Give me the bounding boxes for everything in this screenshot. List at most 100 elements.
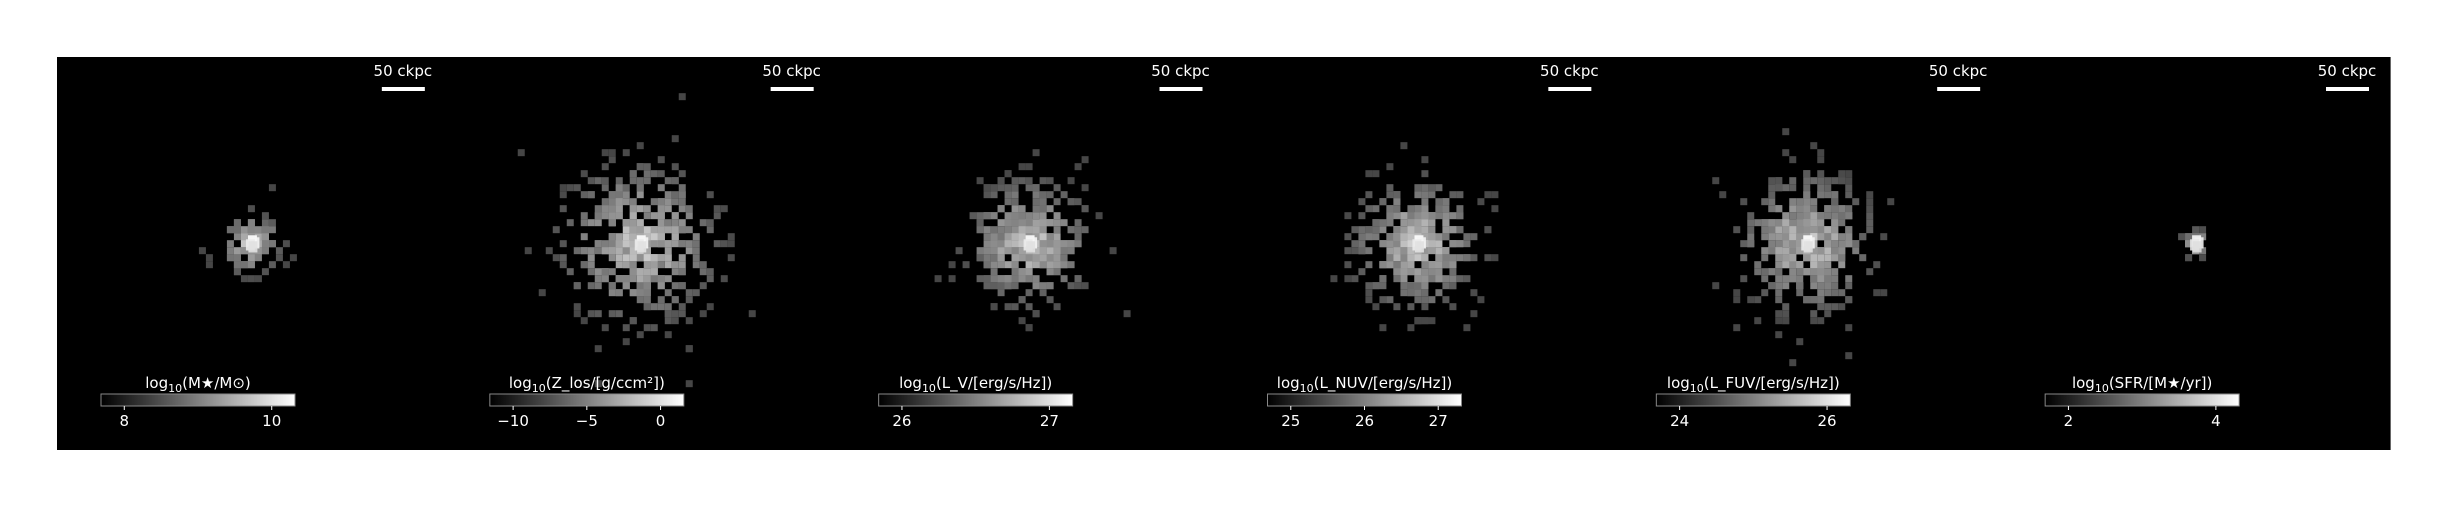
galaxy-pixel (983, 240, 991, 248)
galaxy-pixel (1025, 268, 1033, 276)
galaxy-pixel (1421, 247, 1429, 255)
galaxy-pixel (1011, 184, 1019, 192)
scalebar (2326, 87, 2369, 91)
galaxy-pixel (1421, 212, 1429, 220)
galaxy-pixel (685, 212, 693, 220)
galaxy-pixel (1421, 261, 1429, 269)
galaxy-pixel (1393, 254, 1401, 262)
galaxy-pixel (629, 226, 637, 234)
galaxy-pixel (601, 275, 609, 283)
colorbar (489, 393, 685, 407)
galaxy-pixel (1768, 247, 1776, 255)
galaxy-pixel (1018, 212, 1026, 220)
galaxy-pixel (1421, 296, 1429, 304)
galaxy-pixel (671, 135, 679, 143)
galaxy-pixel (1740, 275, 1748, 283)
colorbar-tick-label: 10 (262, 412, 281, 430)
galaxy-pixel (1831, 268, 1839, 276)
galaxy-pixel (2185, 254, 2193, 262)
galaxy-pixel (650, 268, 658, 276)
galaxy-pixel (713, 240, 721, 248)
galaxy-pixel (601, 240, 609, 248)
galaxy-pixel (587, 247, 595, 255)
galaxy-pixel (671, 268, 679, 276)
scalebar-label: 50 ckpc (1151, 62, 1210, 80)
galaxy-pixel (1386, 163, 1394, 171)
galaxy-pixel (1775, 275, 1783, 283)
galaxy-pixel (629, 275, 637, 283)
galaxy-pixel (233, 233, 241, 241)
galaxy-pixel (1796, 275, 1804, 283)
galaxy-pixel (1810, 177, 1818, 185)
galaxy-pixel (1123, 310, 1131, 318)
galaxy-pixel (608, 282, 616, 290)
galaxy-pixel (955, 247, 963, 255)
galaxy-pixel (643, 324, 651, 332)
galaxy-pixel (1365, 289, 1373, 297)
galaxy-pixel (1407, 219, 1415, 227)
galaxy-pixel (983, 261, 991, 269)
galaxy-pixel (601, 268, 609, 276)
galaxy-pixel (1796, 240, 1804, 248)
galaxy-pixel (1109, 247, 1117, 255)
galaxy-pixel (1053, 247, 1061, 255)
galaxy-pixel (1379, 261, 1387, 269)
galaxy-pixel (1810, 212, 1818, 220)
galaxy-pixels (934, 149, 1131, 332)
galaxy-pixel (1428, 226, 1436, 234)
galaxy-pixel (1880, 289, 1888, 297)
galaxy-pixel (615, 233, 623, 241)
galaxy-pixel (1032, 282, 1040, 290)
galaxy-pixel (1782, 212, 1790, 220)
galaxy-pixel (1782, 275, 1790, 283)
galaxy-pixel (1747, 212, 1755, 220)
galaxy-pixel (1365, 170, 1373, 178)
galaxy-pixel (1060, 247, 1068, 255)
galaxy-pixel (1074, 240, 1082, 248)
galaxy-pixel (685, 240, 693, 248)
galaxy-pixel (1067, 247, 1075, 255)
galaxy-pixel (1393, 261, 1401, 269)
galaxy-pixel (1032, 247, 1040, 255)
colorbar-tick-label: 2 (2064, 412, 2074, 430)
galaxy-pixel (643, 170, 651, 178)
galaxy-pixel (1831, 205, 1839, 213)
galaxy-pixel (240, 247, 248, 255)
galaxy-pixel (1470, 310, 1478, 318)
galaxy-pixel (1053, 226, 1061, 234)
galaxy-pixel (1081, 156, 1089, 164)
galaxy-pixel (664, 226, 672, 234)
galaxy-pixel (1344, 261, 1352, 269)
galaxy-pixel (1852, 247, 1860, 255)
galaxy-pixel (1782, 247, 1790, 255)
galaxy-pixel (629, 177, 637, 185)
galaxy-pixel (1011, 303, 1019, 311)
galaxy-pixel (1407, 324, 1415, 332)
colorbar-tick-label: 8 (120, 412, 130, 430)
galaxy-pixel (643, 275, 651, 283)
galaxy-pixel (664, 191, 672, 199)
galaxy-pixel (1775, 226, 1783, 234)
galaxy-pixel (983, 233, 991, 241)
galaxy-pixel (1782, 282, 1790, 290)
galaxy-pixel (1442, 226, 1450, 234)
galaxy-pixel (1740, 254, 1748, 262)
galaxy-pixel (1414, 191, 1422, 199)
galaxy-pixel (1421, 233, 1429, 241)
galaxy-pixel (990, 184, 998, 192)
galaxy-pixel (1067, 282, 1075, 290)
galaxy-pixel (1831, 226, 1839, 234)
galaxy-pixel (622, 247, 630, 255)
galaxy-pixel (1817, 233, 1825, 241)
colorbar-label: log10(Z_los/[g/ccm²]) (509, 374, 665, 395)
galaxy-pixel (1838, 254, 1846, 262)
galaxy-pixel (1004, 303, 1012, 311)
galaxy-pixel (615, 177, 623, 185)
galaxy-pixel (1400, 275, 1408, 283)
galaxy-pixel (727, 240, 735, 248)
galaxy-pixel (1817, 275, 1825, 283)
galaxy-pixel (678, 226, 686, 234)
galaxy-pixel (685, 380, 693, 388)
galaxy-pixel (1032, 310, 1040, 318)
galaxy-pixel (1025, 289, 1033, 297)
